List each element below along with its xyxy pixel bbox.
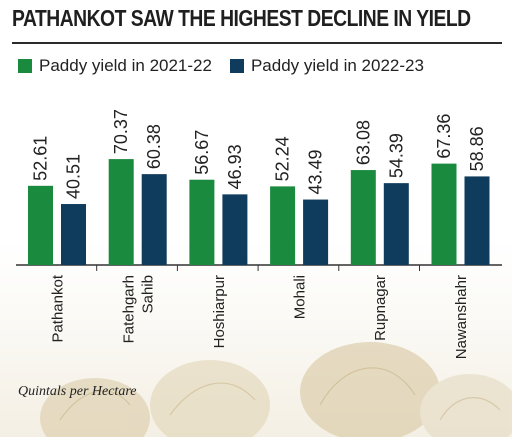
- category-label-hoshiarpur: Hoshiarpur: [211, 275, 228, 348]
- bar-mohali-series-1: [270, 186, 296, 265]
- bar-fatehgarh-sahib-series-1: [108, 159, 134, 265]
- bar-hoshiarpur-series-1: [189, 179, 215, 265]
- bar-pathankot-series-1: [28, 185, 53, 265]
- unit-note: Quintals per Hectare: [18, 384, 137, 399]
- title-rule: [12, 42, 502, 44]
- category-label-mohali: Mohali: [291, 275, 308, 319]
- bar-nawanshahr-series-2: [464, 176, 490, 265]
- data-label-fatehgarh-sahib-series-2: 60.38: [144, 124, 164, 169]
- category-label-fatehgarh-sahib-part-2: Sahib: [140, 275, 157, 313]
- category-label-pathankot: Pathankot: [49, 274, 66, 342]
- chart-title: PATHANKOT SAW THE HIGHEST DECLINE IN YIE…: [12, 5, 471, 31]
- bar-nawanshahr-series-1: [431, 163, 457, 265]
- category-label-nawanshahr: Nawanshahr: [453, 275, 470, 359]
- data-label-nawanshahr-series-1: 67.36: [434, 114, 454, 159]
- data-label-nawanshahr-series-2: 58.86: [467, 126, 487, 171]
- category-label-rupnagar: Rupnagar: [372, 275, 389, 341]
- legend: Paddy yield in 2021-22 Paddy yield in 20…: [18, 56, 442, 76]
- category-label-fatehgarh-sahib-part-1: Fatehgarh: [121, 275, 138, 343]
- data-label-rupnagar-series-2: 54.39: [386, 133, 406, 178]
- data-label-mohali-series-1: 52.24: [273, 136, 293, 181]
- bar-hoshiarpur-series-2: [222, 194, 248, 265]
- data-label-hoshiarpur-series-1: 56.67: [192, 130, 212, 175]
- legend-swatch-2021-22: [18, 59, 32, 73]
- bar-rupnagar-series-1: [350, 170, 376, 265]
- legend-label-2021-22: Paddy yield in 2021-22: [39, 56, 212, 75]
- data-label-rupnagar-series-1: 63.08: [353, 120, 373, 165]
- data-label-mohali-series-2: 43.49: [306, 150, 326, 195]
- bar-fatehgarh-sahib-series-2: [141, 174, 167, 265]
- data-label-hoshiarpur-series-2: 46.93: [225, 144, 245, 189]
- legend-item-2021-22: Paddy yield in 2021-22: [18, 56, 212, 76]
- legend-item-2022-23: Paddy yield in 2022-23: [229, 56, 424, 76]
- bar-pathankot-series-2: [61, 204, 86, 265]
- data-label-fatehgarh-sahib-series-1: 70.37: [111, 109, 131, 154]
- data-label-pathankot-series-1: 52.61: [31, 136, 51, 181]
- bar-mohali-series-2: [303, 199, 329, 265]
- data-label-pathankot-series-2: 40.51: [64, 154, 84, 199]
- bar-rupnagar-series-2: [383, 183, 409, 265]
- legend-label-2022-23: Paddy yield in 2022-23: [250, 56, 424, 75]
- legend-swatch-2022-23: [229, 59, 244, 73]
